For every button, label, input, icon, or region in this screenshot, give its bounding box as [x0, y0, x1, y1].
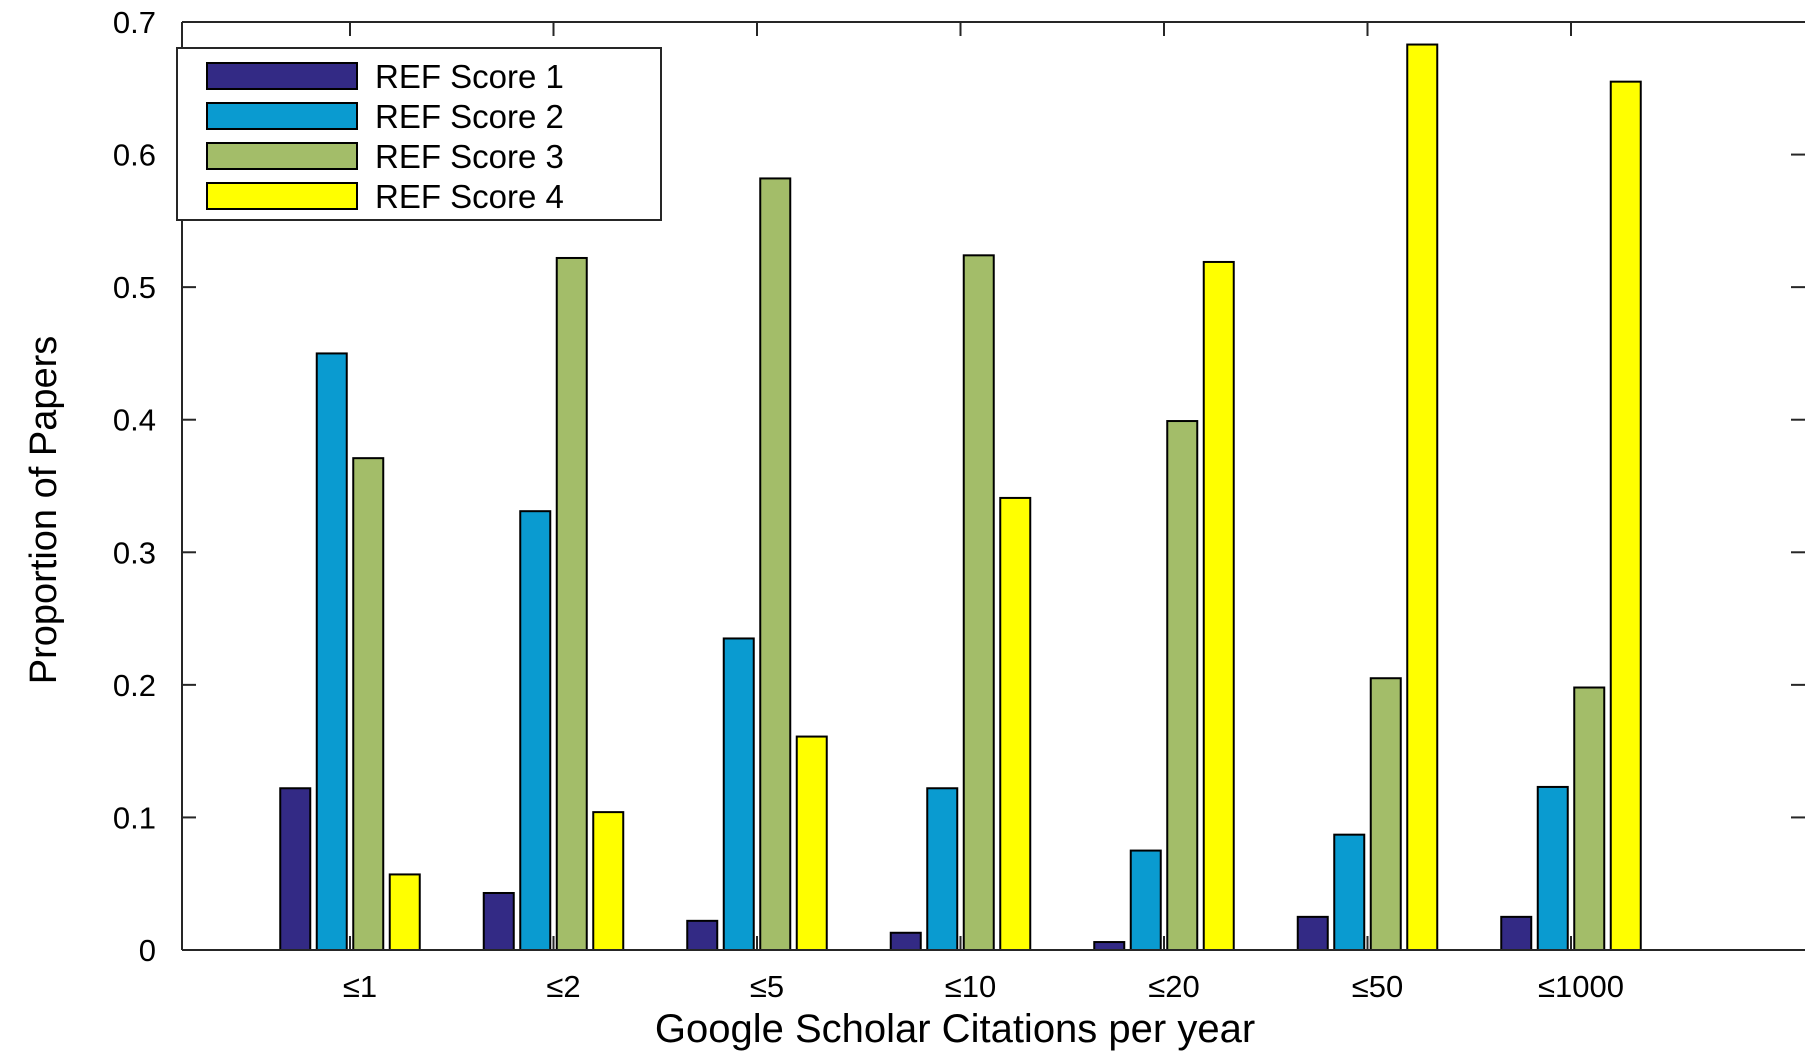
bar-2-1: [315, 352, 348, 951]
x-tick-label-1: ≤2: [546, 969, 580, 1004]
legend-label-4: REF Score 4: [375, 178, 564, 215]
bar-4-3: [795, 735, 828, 951]
legend-swatch-3: [206, 142, 358, 170]
bar-4-1: [388, 873, 421, 951]
axes-group: 0 0.1 0.2 0.3 0.4 0.5 0.6 0.7 ≤1 ≤2 ≤5 ≤10 ≤20 ≤50 ≤10…: [113, 5, 1805, 1004]
bar-1-6: [1296, 915, 1329, 951]
x-tick-label-3: ≤10: [945, 969, 997, 1004]
bar-1-7: [1500, 915, 1533, 951]
bar-4-2: [592, 811, 625, 952]
bar-4-4: [999, 496, 1032, 951]
bar-3-2: [555, 256, 588, 951]
y-tick-label-2: 0.2: [113, 668, 156, 703]
bar-2-6: [1333, 833, 1366, 951]
legend-swatch-2: [206, 102, 358, 130]
bars-group: [279, 43, 1642, 952]
bar-3-3: [759, 177, 792, 952]
x-tick-label-5: ≤50: [1352, 969, 1404, 1004]
x-tick-label-4: ≤20: [1148, 969, 1200, 1004]
bar-2-4: [926, 787, 959, 952]
y-tick-label-6: 0.6: [113, 138, 156, 173]
bar-1-2: [482, 891, 515, 951]
x-tick-label-6: ≤1000: [1538, 969, 1624, 1004]
y-tick-label-7: 0.7: [113, 5, 156, 40]
legend-label-1: REF Score 1: [375, 58, 564, 95]
bar-2-3: [722, 637, 755, 951]
bar-3-5: [1166, 420, 1199, 952]
x-tick-label-2: ≤5: [750, 969, 784, 1004]
bar-1-3: [686, 919, 719, 952]
bar-3-7: [1573, 686, 1606, 951]
bar-2-2: [519, 510, 552, 951]
bar-3-1: [352, 457, 385, 951]
bar-1-5: [1093, 941, 1126, 952]
bar-4-6: [1406, 43, 1439, 951]
bar-1-4: [889, 931, 922, 951]
bar-3-4: [962, 254, 995, 951]
y-tick-label-5: 0.5: [113, 270, 156, 305]
y-axis-label: Proportion of Papers: [23, 336, 65, 685]
bar-2-5: [1129, 849, 1162, 951]
y-tick-label-3: 0.3: [113, 535, 156, 570]
legend-swatch-1: [206, 62, 358, 90]
bar-3-6: [1369, 677, 1402, 951]
x-tick-label-0: ≤1: [343, 969, 377, 1004]
y-tick-label-4: 0.4: [113, 403, 156, 438]
y-tick-label-1: 0.1: [113, 800, 156, 835]
bar-1-1: [279, 787, 312, 952]
legend-label-3: REF Score 3: [375, 138, 564, 175]
x-axis-label: Google Scholar Citations per year: [655, 1007, 1255, 1051]
legend-label-2: REF Score 2: [375, 98, 564, 135]
bar-4-7: [1609, 80, 1642, 951]
y-tick-label-0: 0: [139, 933, 156, 968]
bar-2-7: [1536, 785, 1569, 951]
legend-swatch-4: [206, 182, 358, 210]
bar-4-5: [1202, 260, 1235, 951]
